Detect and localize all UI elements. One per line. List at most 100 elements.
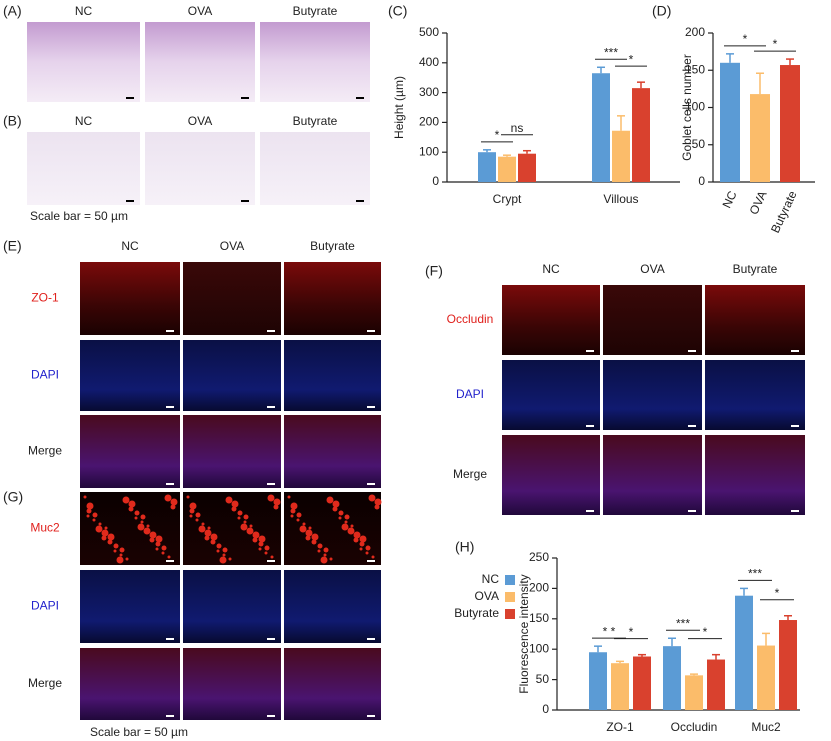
panel-label: (E) — [3, 238, 22, 254]
row-label: Muc2 — [30, 521, 60, 535]
texture-dot — [113, 543, 119, 549]
texture-dot — [140, 514, 146, 520]
texture-dot — [104, 526, 108, 530]
micrograph — [80, 415, 180, 488]
y-tick-label: 100 — [685, 100, 705, 114]
texture-dot — [264, 551, 268, 555]
legend-swatch — [505, 609, 515, 619]
texture-dot — [101, 529, 109, 537]
texture-dot — [128, 500, 136, 508]
texture-dot — [146, 524, 150, 528]
y-tick-label: 100 — [419, 144, 439, 158]
y-tick-label: 200 — [529, 581, 549, 595]
texture-dot — [122, 496, 130, 504]
texture-dot — [207, 526, 211, 530]
texture-dot — [365, 551, 369, 555]
significance-label: *** — [748, 567, 762, 581]
bar — [750, 94, 770, 182]
texture-dot — [155, 535, 163, 543]
texture-dot — [353, 537, 359, 543]
row-label: DAPI — [456, 387, 484, 401]
texture-dot — [155, 547, 159, 551]
row-label: ZO-1 — [31, 291, 59, 305]
micrograph — [603, 285, 702, 355]
texture-dot — [332, 500, 340, 508]
texture-dot — [320, 556, 328, 564]
texture-dot — [359, 547, 363, 551]
significance-label: * — [773, 37, 778, 51]
x-tick-label: Villous — [603, 192, 638, 206]
texture-dot — [273, 504, 279, 510]
micrograph — [284, 570, 381, 643]
texture-dot — [258, 547, 262, 551]
texture-dot — [195, 518, 199, 522]
texture-dot — [149, 531, 157, 539]
texture-dot — [243, 520, 247, 524]
micrograph — [80, 262, 180, 335]
micrograph — [502, 285, 600, 355]
significance-label: * — [629, 625, 634, 639]
texture-dot — [249, 524, 253, 528]
legend-label: NC — [482, 572, 500, 586]
micrograph — [80, 570, 180, 643]
column-header: NC — [542, 262, 560, 276]
texture-dot — [86, 502, 94, 510]
texture-dot — [296, 512, 302, 518]
texture-dot — [198, 525, 206, 533]
y-axis-label: Fluorescence intensity — [517, 574, 531, 693]
x-tick-label: Occludin — [671, 720, 718, 734]
panel-label: (A) — [3, 3, 22, 19]
texture-dot — [299, 525, 307, 533]
row-label: DAPI — [31, 368, 59, 382]
micrograph — [705, 285, 805, 355]
texture-dot — [216, 543, 222, 549]
significance-label: * — [629, 52, 634, 66]
panel-label: (G) — [3, 489, 23, 505]
bar — [779, 620, 797, 710]
texture-dot — [222, 547, 228, 553]
x-tick-label: OVA — [747, 189, 770, 217]
bar — [498, 156, 516, 182]
texture-dot — [329, 557, 333, 561]
column-header: Butyrate — [733, 262, 778, 276]
significance-label: * — [743, 32, 748, 46]
row-label: Merge — [28, 676, 62, 690]
texture-dot — [210, 539, 216, 545]
texture-dot — [113, 549, 117, 553]
y-tick-label: 50 — [536, 672, 550, 686]
texture-dot — [353, 531, 361, 539]
texture-dot — [374, 498, 382, 506]
texture-dot — [290, 502, 298, 510]
texture-dot — [143, 527, 151, 535]
texture-dot — [228, 557, 232, 561]
texture-dot — [222, 553, 226, 557]
texture-dot — [161, 551, 165, 555]
significance-label: * — [775, 586, 780, 600]
texture-dot — [240, 523, 248, 531]
micrograph — [145, 22, 255, 102]
texture-dot — [86, 514, 90, 518]
texture-dot — [305, 529, 313, 537]
texture-dot — [296, 518, 300, 522]
y-tick-label: 0 — [542, 702, 549, 716]
texture-dot — [302, 522, 306, 526]
texture-dot — [149, 537, 155, 543]
texture-dot — [332, 506, 338, 512]
texture-dot — [216, 549, 220, 553]
bar — [612, 130, 630, 182]
significance-label: * * — [603, 624, 616, 638]
texture-dot — [347, 527, 355, 535]
texture-dot — [134, 516, 138, 520]
texture-dot — [323, 553, 327, 557]
y-tick-label: 0 — [698, 174, 705, 188]
scale-note: Scale bar = 50 µm — [30, 209, 128, 223]
micrograph — [260, 132, 370, 205]
texture-dot — [125, 557, 129, 561]
panel-label: (C) — [388, 3, 407, 19]
texture-dot — [204, 535, 210, 541]
texture-dot — [311, 533, 319, 541]
texture-dot — [92, 512, 98, 518]
texture-dot — [128, 506, 134, 512]
texture-dot — [195, 512, 201, 518]
texture-dot — [201, 522, 205, 526]
